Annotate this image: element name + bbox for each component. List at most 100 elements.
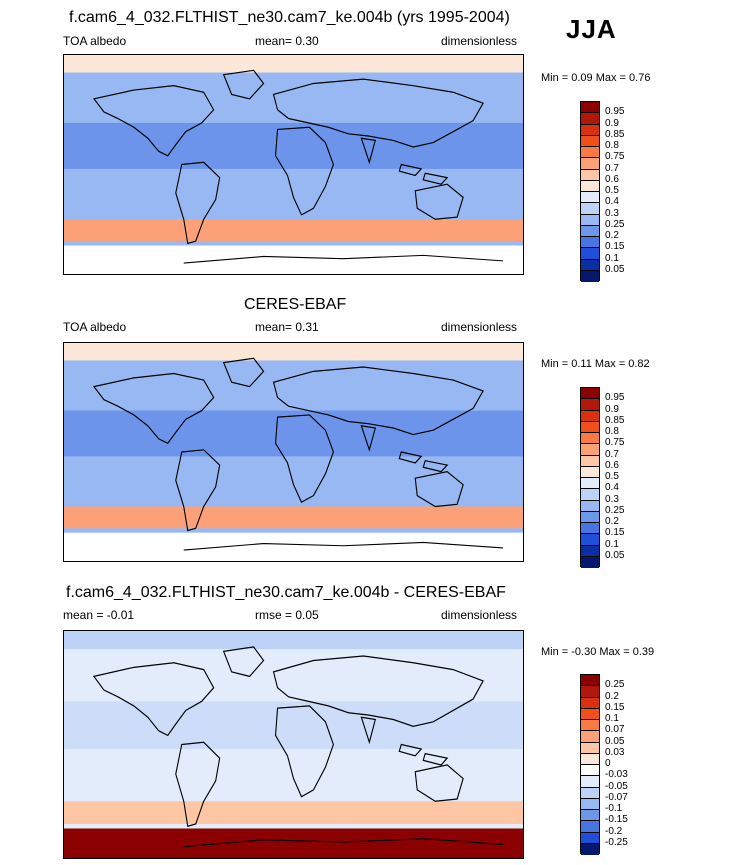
colorbar-segment bbox=[581, 433, 599, 445]
colorbar-segment bbox=[581, 421, 599, 433]
colorbar-segment bbox=[581, 158, 599, 170]
colorbar-segment bbox=[581, 135, 599, 147]
colorbar-tick-label: 0.3 bbox=[605, 207, 619, 219]
colorbar-tick-label: 0.6 bbox=[605, 173, 619, 185]
colorbar-segment bbox=[581, 102, 599, 114]
mean-label: mean= 0.31 bbox=[255, 320, 319, 334]
colorbar-segment bbox=[581, 708, 599, 720]
colorbar-segment bbox=[581, 765, 599, 777]
colorbar-tick-label: 0.1 bbox=[605, 713, 619, 724]
colorbar-segment bbox=[581, 270, 599, 282]
colorbar-tick-label: 0.7 bbox=[605, 162, 619, 174]
colorbar-tick-label: 0.2 bbox=[605, 516, 619, 527]
colorbar-segment bbox=[581, 259, 599, 271]
colorbar-segment bbox=[581, 203, 599, 215]
colorbar-segment bbox=[581, 410, 599, 422]
panel-title: f.cam6_4_032.FLTHIST_ne30.cam7_ke.004b (… bbox=[69, 9, 510, 26]
colorbar-segment bbox=[581, 545, 599, 557]
colorbar-segment bbox=[581, 248, 599, 260]
colorbar-segment bbox=[581, 511, 599, 523]
colorbar-segment bbox=[581, 731, 599, 743]
colorbar-segment bbox=[581, 675, 599, 687]
colorbar-segment bbox=[581, 776, 599, 788]
colorbar-segment bbox=[581, 192, 599, 204]
colorbar-segment bbox=[581, 444, 599, 456]
colorbar-segment bbox=[581, 466, 599, 478]
colorbar-tick-label: 0.8 bbox=[605, 140, 619, 151]
colorbar-tick-label: 0.25 bbox=[605, 679, 625, 691]
colorbar-segment bbox=[581, 455, 599, 467]
units-label: dimensionless bbox=[441, 320, 518, 334]
colorbar-tick-label: 0.9 bbox=[605, 403, 619, 415]
colorbar-segment bbox=[581, 399, 599, 411]
colorbar-tick-label: 0.4 bbox=[605, 196, 619, 208]
panel-title: f.cam6_4_032.FLTHIST_ne30.cam7_ke.004b -… bbox=[66, 584, 506, 601]
variable-label: TOA albedo bbox=[63, 34, 127, 48]
colorbar-tick-label: 0.1 bbox=[605, 252, 619, 264]
colorbar-segment bbox=[581, 523, 599, 535]
variable-label: TOA albedo bbox=[63, 320, 127, 334]
colorbar-segment bbox=[581, 500, 599, 512]
colorbar-tick-label: 0.05 bbox=[605, 263, 625, 275]
colorbar-tick-label: 0.05 bbox=[605, 735, 625, 747]
colorbar-tick-label: 0.2 bbox=[605, 230, 619, 241]
colorbar-tick-label: 0.8 bbox=[605, 426, 619, 437]
colorbar-segment bbox=[581, 478, 599, 490]
map-panel bbox=[63, 342, 524, 562]
colorbar-tick-label: -0.07 bbox=[605, 791, 628, 803]
min-max-label: Min = 0.11 Max = 0.82 bbox=[541, 358, 650, 370]
colorbar-segment bbox=[581, 124, 599, 136]
colorbar-segment bbox=[581, 697, 599, 709]
min-max-label: Min = 0.09 Max = 0.76 bbox=[541, 72, 651, 84]
colorbar-segment bbox=[581, 753, 599, 765]
colorbar-tick-label: 0.1 bbox=[605, 538, 619, 550]
colorbar-tick-label: 0.85 bbox=[605, 414, 625, 426]
colorbar-tick-label: 0.3 bbox=[605, 493, 619, 505]
colorbar-segment bbox=[581, 180, 599, 192]
colorbar-segment bbox=[581, 821, 599, 833]
colorbar-tick-label: -0.2 bbox=[605, 825, 623, 837]
colorbar-tick-label: 0.5 bbox=[605, 185, 619, 196]
colorbar-tick-label: 0.4 bbox=[605, 482, 619, 494]
colorbar-tick-label: 0.25 bbox=[605, 504, 625, 516]
colorbar-tick-label: 0.7 bbox=[605, 448, 619, 460]
colorbar-segment bbox=[581, 534, 599, 546]
colorbar-segment bbox=[581, 798, 599, 810]
colorbar-segment bbox=[581, 810, 599, 822]
colorbar-segment bbox=[581, 720, 599, 732]
colorbar-segment bbox=[581, 489, 599, 501]
colorbar-segment bbox=[581, 147, 599, 159]
colorbar-segment bbox=[581, 742, 599, 754]
colorbar-tick-label: 0.85 bbox=[605, 128, 625, 140]
colorbar-segment bbox=[581, 556, 599, 568]
colorbar-tick-label: -0.25 bbox=[605, 836, 628, 848]
colorbar-segment bbox=[581, 787, 599, 799]
colorbar-tick-label: 0.25 bbox=[605, 218, 625, 230]
world-map bbox=[64, 55, 523, 274]
colorbar-tick-label: 0 bbox=[605, 758, 611, 769]
colorbar-segment bbox=[581, 237, 599, 249]
colorbar-tick-label: 0.15 bbox=[605, 527, 625, 539]
colorbar-tick-label: 0.03 bbox=[605, 746, 625, 758]
colorbar-segment bbox=[581, 843, 599, 855]
colorbar-segment bbox=[581, 214, 599, 226]
mean-label: mean= 0.30 bbox=[255, 34, 319, 48]
colorbar-tick-label: 0.95 bbox=[605, 392, 625, 404]
world-map bbox=[64, 343, 523, 561]
colorbar-segment bbox=[581, 225, 599, 237]
colorbar-tick-label: 0.6 bbox=[605, 459, 619, 471]
season-label: JJA bbox=[566, 14, 617, 44]
colorbar-segment bbox=[581, 686, 599, 698]
colorbar-tick-label: -0.05 bbox=[605, 780, 628, 792]
colorbar-segment bbox=[581, 832, 599, 844]
map-panel bbox=[63, 54, 524, 275]
colorbar-tick-label: 0.05 bbox=[605, 549, 625, 561]
colorbar bbox=[580, 674, 600, 855]
mean-label: mean = -0.01 bbox=[63, 608, 135, 622]
colorbar-tick-label: -0.1 bbox=[605, 803, 623, 814]
colorbar-tick-label: -0.15 bbox=[605, 814, 628, 826]
colorbar bbox=[580, 387, 600, 568]
colorbar-tick-label: 0.75 bbox=[605, 437, 625, 449]
rmse-label: rmse = 0.05 bbox=[255, 608, 319, 622]
colorbar-tick-label: 0.75 bbox=[605, 151, 625, 163]
